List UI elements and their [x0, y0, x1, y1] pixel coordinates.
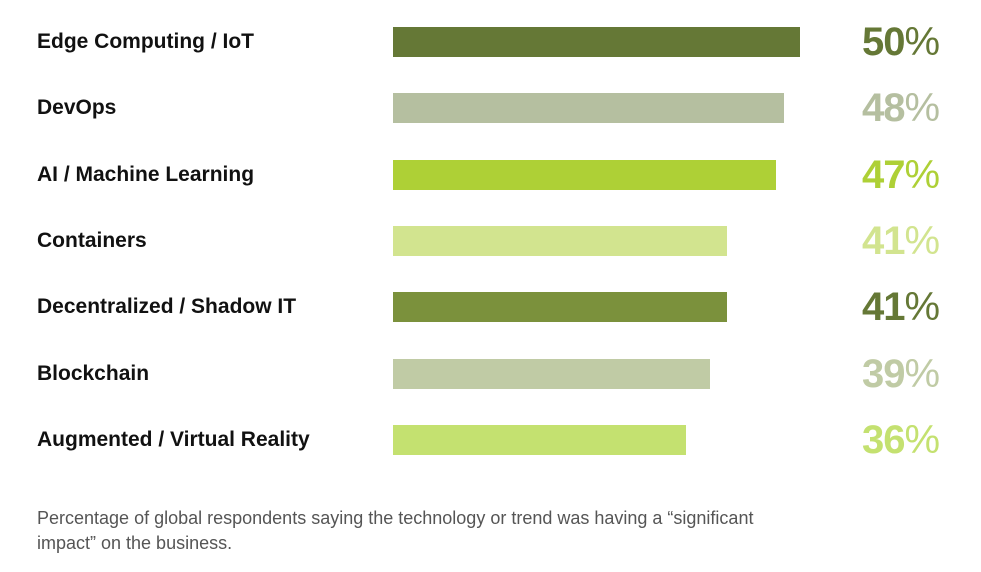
- value-suffix: %: [904, 86, 941, 131]
- value-suffix: %: [904, 351, 941, 396]
- chart-row: Edge Computing / IoT 50%: [0, 20, 981, 64]
- bar: [393, 292, 727, 323]
- chart-row: AI / Machine Learning 47%: [0, 153, 981, 197]
- value-label: 41%: [862, 285, 941, 330]
- category-label: AI / Machine Learning: [37, 162, 255, 186]
- bar: [393, 225, 727, 256]
- chart-row: Containers 41%: [0, 219, 981, 263]
- bar: [393, 358, 710, 389]
- value-label: 47%: [862, 152, 941, 197]
- category-label: Containers: [37, 228, 147, 252]
- value-suffix: %: [904, 285, 941, 330]
- category-label: Decentralized / Shadow IT: [37, 295, 297, 319]
- chart-row: Augmented / Virtual Reality 36%: [0, 418, 981, 462]
- chart-row: Decentralized / Shadow IT 41%: [0, 285, 981, 329]
- value-suffix: %: [904, 417, 941, 462]
- chart-row: Blockchain 39%: [0, 352, 981, 396]
- value-number: 50: [862, 20, 905, 64]
- value-label: 41%: [862, 218, 941, 263]
- chart-row: DevOps 48%: [0, 86, 981, 130]
- category-label: Edge Computing / IoT: [37, 30, 254, 53]
- value-number: 47: [862, 152, 905, 197]
- bar: [393, 93, 784, 124]
- chart-caption: Percentage of global respondents saying …: [37, 508, 754, 553]
- bar-chart: Edge Computing / IoT 50% DevOps 48% AI / Mac…: [0, 20, 981, 462]
- value-label: 48%: [862, 86, 941, 131]
- category-label: DevOps: [37, 96, 117, 120]
- value-number: 36: [862, 417, 905, 462]
- category-label: Augmented / Virtual Reality: [37, 427, 310, 451]
- value-label: 39%: [862, 351, 941, 396]
- value-suffix: %: [904, 152, 941, 197]
- bar: [393, 27, 800, 57]
- category-label: Blockchain: [37, 361, 150, 385]
- value-label: 50%: [862, 20, 941, 64]
- value-number: 39: [862, 351, 905, 396]
- value-suffix: %: [904, 218, 941, 263]
- value-number: 41: [862, 285, 905, 330]
- value-label: 36%: [862, 417, 941, 462]
- value-suffix: %: [904, 20, 941, 64]
- bar: [393, 159, 776, 190]
- bar: [393, 424, 686, 455]
- value-number: 41: [862, 218, 905, 263]
- value-number: 48: [862, 86, 905, 131]
